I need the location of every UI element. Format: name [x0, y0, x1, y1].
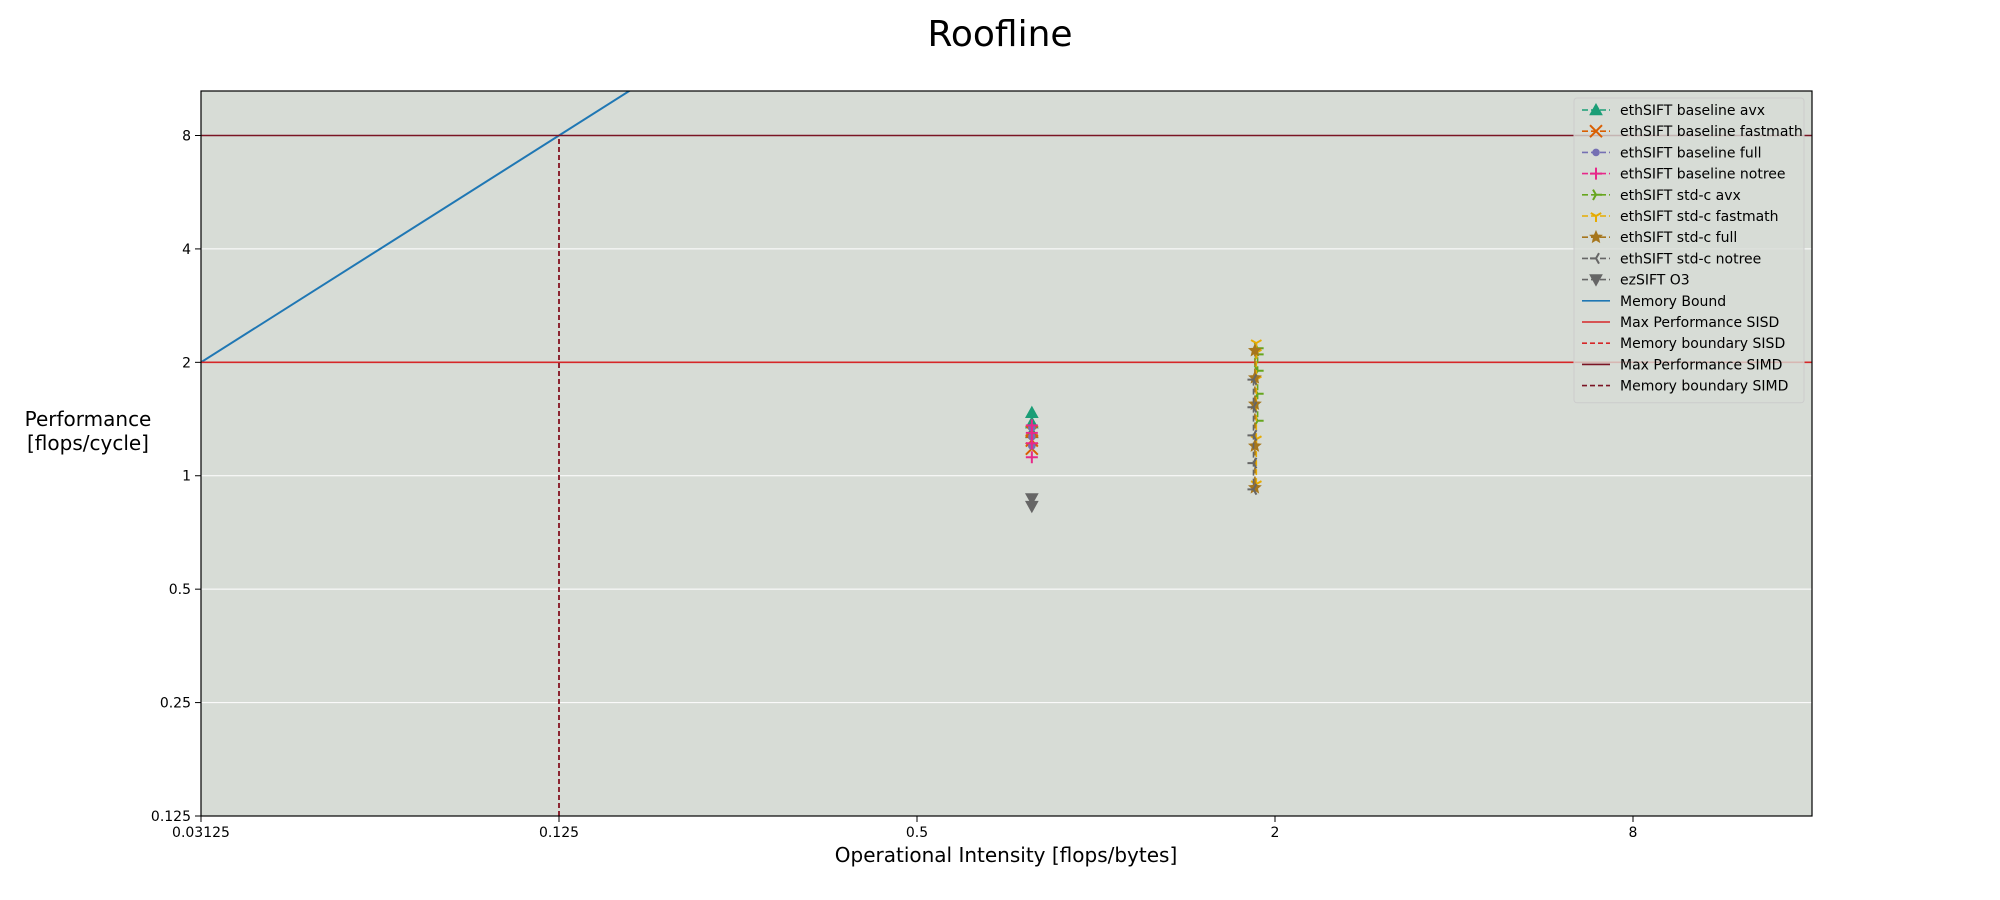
- legend-label-8: ezSIFT O3: [1620, 273, 1690, 289]
- legend-swatch-marker-1: [1589, 124, 1603, 138]
- data-point-6-3: [1247, 438, 1262, 452]
- legend-item-6: ethSIFT std-c full: [1582, 229, 1737, 246]
- legend-label-5: ethSIFT std-c fastmath: [1620, 209, 1779, 225]
- legend-swatch-marker-8: [1589, 274, 1603, 287]
- legend-item-10: Max Performance SISD: [1582, 315, 1779, 331]
- legend-label-2: ethSIFT baseline full: [1620, 145, 1761, 161]
- legend-label-13: Memory boundary SIMD: [1620, 379, 1788, 395]
- data-point-8-1: [1024, 500, 1039, 514]
- y-tick-label-2: 0.5: [169, 582, 191, 598]
- legend-label-11: Memory boundary SISD: [1620, 336, 1785, 352]
- legend-item-0: ethSIFT baseline avx: [1582, 102, 1765, 119]
- data-point-7-2: [1247, 429, 1258, 442]
- y-axis-label-line-2: [flops/cycle]: [27, 431, 149, 455]
- series-7: [1247, 373, 1258, 496]
- y-tick-label-1: 0.25: [160, 696, 191, 712]
- legend-swatch-marker-4: [1592, 189, 1602, 201]
- plot-frame: [200, 90, 1813, 817]
- data-point-8-0: [1024, 493, 1039, 506]
- legend-label-1: ethSIFT baseline fastmath: [1620, 124, 1803, 140]
- legend-item-12: Max Performance SIMD: [1582, 357, 1782, 373]
- x-tick-label-0: 0.03125: [172, 825, 230, 841]
- legend-label-4: ethSIFT std-c avx: [1620, 188, 1741, 204]
- reference-line-0: [201, 91, 632, 364]
- legend-swatch-marker-2: [1592, 148, 1600, 157]
- series-3: [1025, 419, 1038, 464]
- data-point-7-0: [1247, 373, 1258, 386]
- legend-box: [1573, 97, 1805, 404]
- legend-item-8: ezSIFT O3: [1582, 273, 1690, 289]
- legend-item-4: ethSIFT std-c avx: [1582, 188, 1741, 204]
- x-tick-label-3: 2: [1271, 825, 1280, 841]
- legend: ethSIFT baseline avx ethSIFT baseline fas…: [1573, 97, 1805, 404]
- data-point-3-3: [1025, 451, 1038, 464]
- y-tick-label-5: 4: [182, 242, 191, 258]
- data-series: [1024, 339, 1264, 514]
- data-point-7-4: [1247, 483, 1258, 496]
- y-tick-label-0: 0.125: [151, 809, 191, 825]
- x-tick-label-2: 0.5: [906, 825, 928, 841]
- y-tick-label-3: 1: [182, 469, 191, 485]
- legend-label-12: Max Performance SIMD: [1620, 357, 1782, 373]
- series-8: [1024, 493, 1039, 514]
- legend-item-7: ethSIFT std-c notree: [1582, 251, 1761, 267]
- legend-item-13: Memory boundary SIMD: [1582, 379, 1788, 395]
- legend-item-9: Memory Bound: [1582, 294, 1726, 310]
- legend-item-5: ethSIFT std-c fastmath: [1582, 209, 1779, 225]
- legend-item-1: ethSIFT baseline fastmath: [1582, 124, 1803, 140]
- data-point-7-1: [1247, 401, 1258, 413]
- reference-lines: [201, 91, 1812, 816]
- x-axis-label: Operational Intensity [flops/bytes]: [835, 843, 1178, 867]
- chart-title: Roofline: [927, 14, 1072, 55]
- y-axis-label-line-1: Performance: [25, 407, 152, 431]
- x-tick-label-4: 8: [1629, 825, 1638, 841]
- data-point-3-1: [1025, 426, 1038, 439]
- legend-swatch-marker-7: [1590, 252, 1600, 265]
- legend-item-2: ethSIFT baseline full: [1582, 145, 1761, 161]
- legend-swatch-marker-0: [1589, 102, 1603, 116]
- legend-label-9: Memory Bound: [1620, 294, 1726, 310]
- legend-label-10: Max Performance SISD: [1620, 315, 1779, 331]
- legend-item-3: ethSIFT baseline notree: [1582, 167, 1786, 183]
- legend-label-7: ethSIFT std-c notree: [1620, 251, 1761, 267]
- plot-background: [201, 91, 1812, 816]
- y-tick-label-6: 8: [182, 128, 191, 144]
- data-point-6-0: [1247, 343, 1262, 357]
- data-point-7-3: [1247, 457, 1258, 469]
- data-point-3-2: [1025, 437, 1038, 450]
- legend-swatch-marker-6: [1589, 229, 1603, 244]
- legend-label-0: ethSIFT baseline avx: [1620, 103, 1765, 119]
- legend-swatch-marker-3: [1590, 167, 1602, 180]
- legend-label-6: ethSIFT std-c full: [1620, 230, 1737, 246]
- legend-item-11: Memory boundary SISD: [1582, 336, 1785, 352]
- legend-swatch-marker-5: [1590, 212, 1602, 222]
- y-tick-label-4: 2: [182, 355, 191, 371]
- legend-label-3: ethSIFT baseline notree: [1620, 167, 1786, 183]
- x-tick-label-1: 0.125: [539, 825, 579, 841]
